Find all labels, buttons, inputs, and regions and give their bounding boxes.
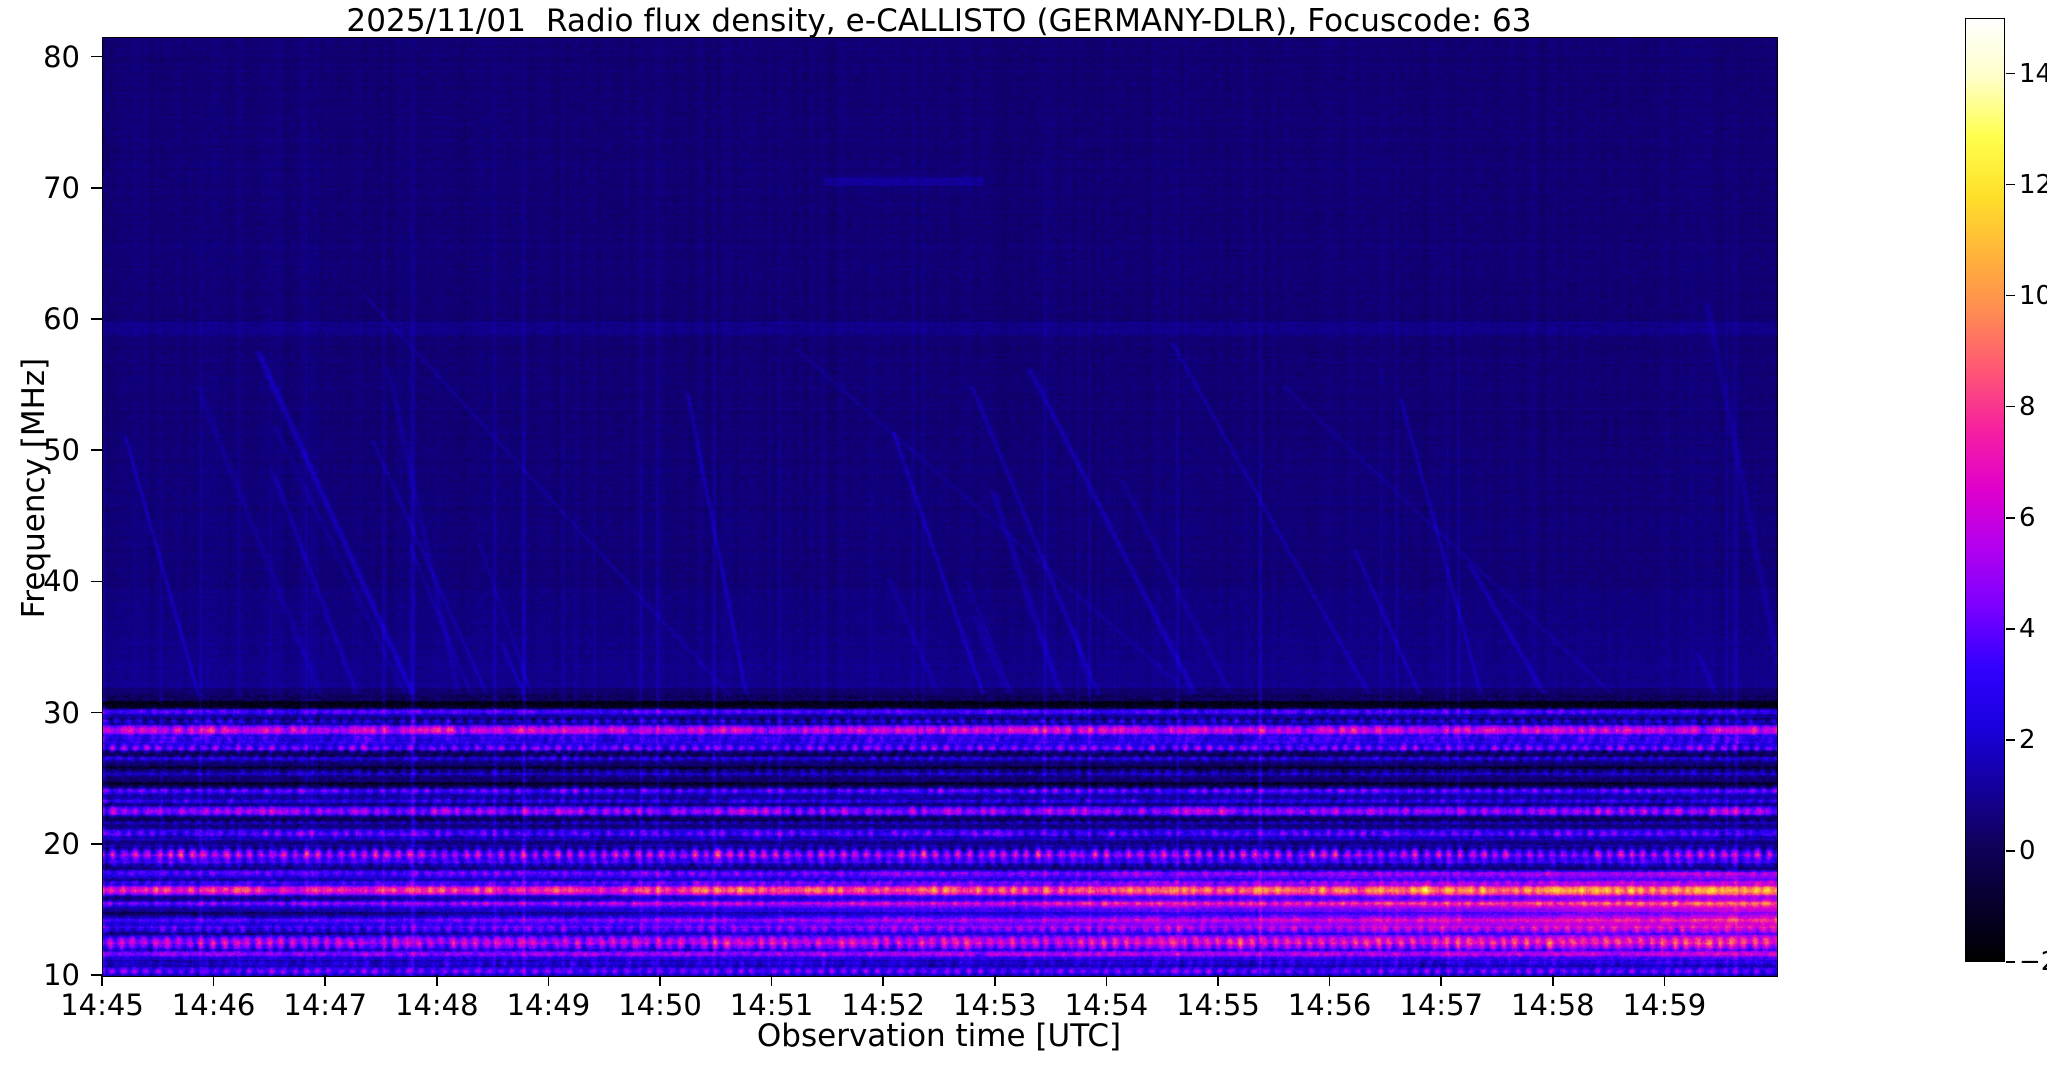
colorbar-tick-label: −2 xyxy=(2019,947,2047,977)
x-tick-label: 14:48 xyxy=(395,988,479,1022)
x-tick-label: 14:45 xyxy=(60,988,144,1022)
y-tick-mark xyxy=(91,580,102,583)
x-tick-mark xyxy=(1440,975,1442,986)
x-tick-label: 14:46 xyxy=(171,988,256,1022)
x-tick-mark xyxy=(770,975,773,986)
colorbar-tick-mark xyxy=(2006,850,2015,852)
colorbar-tick-label: 8 xyxy=(2019,391,2036,422)
x-tick-mark xyxy=(436,975,438,986)
colorbar-tick-mark xyxy=(2006,72,2015,75)
y-tick-mark xyxy=(91,843,102,845)
colorbar-tick-label: 0 xyxy=(2019,835,2036,866)
colorbar-tick-mark xyxy=(2006,294,2015,297)
colorbar-tick-mark xyxy=(2006,628,2015,630)
x-tick-label: 14:57 xyxy=(1399,988,1483,1022)
spectrogram-image xyxy=(103,38,1777,976)
y-tick-mark xyxy=(91,55,102,58)
figure-title: 2025/11/01 Radio flux density, e-CALLIST… xyxy=(346,3,1532,39)
x-tick-mark xyxy=(1217,975,1219,986)
y-tick-label: 10 xyxy=(43,958,80,992)
x-tick-mark xyxy=(659,975,661,986)
y-tick-mark xyxy=(91,187,102,189)
x-tick-mark xyxy=(1105,975,1108,986)
y-tick-label: 70 xyxy=(43,170,80,205)
x-tick-mark xyxy=(1663,975,1666,986)
x-axis-label: Observation time [UTC] xyxy=(756,1018,1122,1054)
colorbar-tick-label: 4 xyxy=(2019,613,2036,644)
x-tick-mark xyxy=(1328,975,1331,986)
x-tick-mark xyxy=(994,975,996,986)
x-tick-label: 14:54 xyxy=(1064,988,1149,1022)
x-tick-label: 14:56 xyxy=(1287,988,1372,1022)
y-tick-label: 80 xyxy=(43,39,80,74)
x-tick-label: 14:49 xyxy=(506,988,591,1022)
x-tick-label: 14:52 xyxy=(841,988,925,1022)
x-tick-mark xyxy=(882,975,884,986)
colorbar-tick-label: 6 xyxy=(2019,502,2036,533)
colorbar-tick-mark xyxy=(2006,183,2015,186)
x-tick-mark xyxy=(101,975,103,986)
colorbar-tick-mark xyxy=(2006,405,2015,408)
y-tick-mark xyxy=(91,711,102,714)
x-tick-label: 14:47 xyxy=(283,988,367,1022)
y-tick-mark xyxy=(91,318,102,320)
colorbar-tick-label: 14 xyxy=(2019,58,2047,89)
y-tick-label: 40 xyxy=(43,564,80,599)
colorbar-tick-mark xyxy=(2006,961,2015,963)
y-tick-label: 50 xyxy=(43,433,80,468)
x-tick-mark xyxy=(324,975,326,986)
x-tick-label: 14:55 xyxy=(1176,988,1260,1022)
y-tick-label: 60 xyxy=(43,302,80,337)
x-tick-label: 14:53 xyxy=(953,988,1037,1022)
y-tick-mark xyxy=(91,449,102,452)
y-tick-label: 30 xyxy=(43,695,80,730)
x-tick-mark xyxy=(547,975,550,986)
y-tick-label: 20 xyxy=(43,826,80,861)
spectrogram-plot[interactable] xyxy=(102,37,1778,977)
x-tick-label: 14:51 xyxy=(729,988,814,1022)
x-tick-label: 14:58 xyxy=(1511,988,1595,1022)
x-tick-mark xyxy=(1552,975,1554,986)
colorbar-tick-mark xyxy=(2006,516,2015,519)
x-tick-label: 14:50 xyxy=(618,988,702,1022)
colorbar-tick-label: 12 xyxy=(2019,169,2047,200)
y-tick-mark xyxy=(91,974,102,976)
y-axis-label: Frequency [MHz] xyxy=(16,357,52,619)
colorbar-tick-label: 2 xyxy=(2019,724,2036,755)
x-tick-mark xyxy=(212,975,215,986)
colorbar-gradient xyxy=(1966,19,2004,961)
colorbar[interactable] xyxy=(1965,18,2005,962)
colorbar-tick-label: 10 xyxy=(2019,280,2047,311)
colorbar-tick-mark xyxy=(2006,739,2015,741)
x-tick-label: 14:59 xyxy=(1622,988,1707,1022)
